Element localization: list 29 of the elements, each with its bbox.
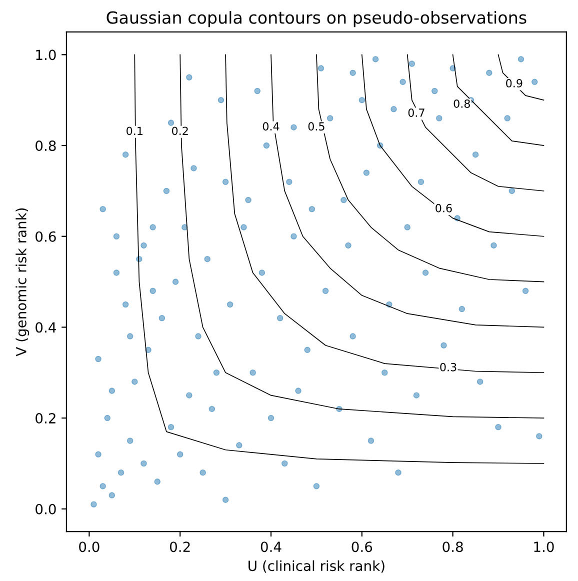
x-tick-label: 0.2 (170, 542, 190, 552)
annotation: 0.5 (308, 122, 324, 131)
x-tick-label: 0.8 (442, 542, 463, 552)
annotation: 0.9 (506, 79, 522, 88)
x-tick-label: 0.4 (260, 542, 282, 552)
x-tick-label: 1.0 (534, 542, 554, 552)
y-tick-label: 0.6 (36, 231, 56, 242)
y-tick-label: 0.0 (36, 504, 56, 514)
x-tick-label: 0.0 (79, 542, 100, 552)
annotation: 0.8 (454, 99, 470, 108)
annotation: 0.6 (436, 204, 452, 212)
y-tick-label: 0.2 (36, 413, 56, 424)
annotation: 0.2 (172, 126, 188, 136)
annotation: 0.1 (126, 126, 142, 136)
line-series (225, 54, 544, 374)
line-series (361, 54, 544, 237)
x-tick-label: 0.6 (352, 542, 372, 552)
line-series (406, 54, 544, 192)
annotation: 0.3 (440, 362, 456, 372)
y-axis-title: V (genomic risk rank) (16, 208, 30, 356)
annotation: 0.4 (262, 122, 280, 131)
annotation: 0.7 (408, 108, 424, 117)
y-tick-label: 0.4 (36, 322, 56, 333)
y-tick-label: 0.8 (36, 140, 56, 151)
line-series (498, 54, 544, 101)
x-axis-title: U (clinical risk rank) (248, 560, 384, 573)
line-series (452, 54, 544, 146)
chart-title: Gaussian copula contours on pseudo-observations (106, 10, 526, 28)
y-tick-label: 1.0 (36, 50, 56, 60)
